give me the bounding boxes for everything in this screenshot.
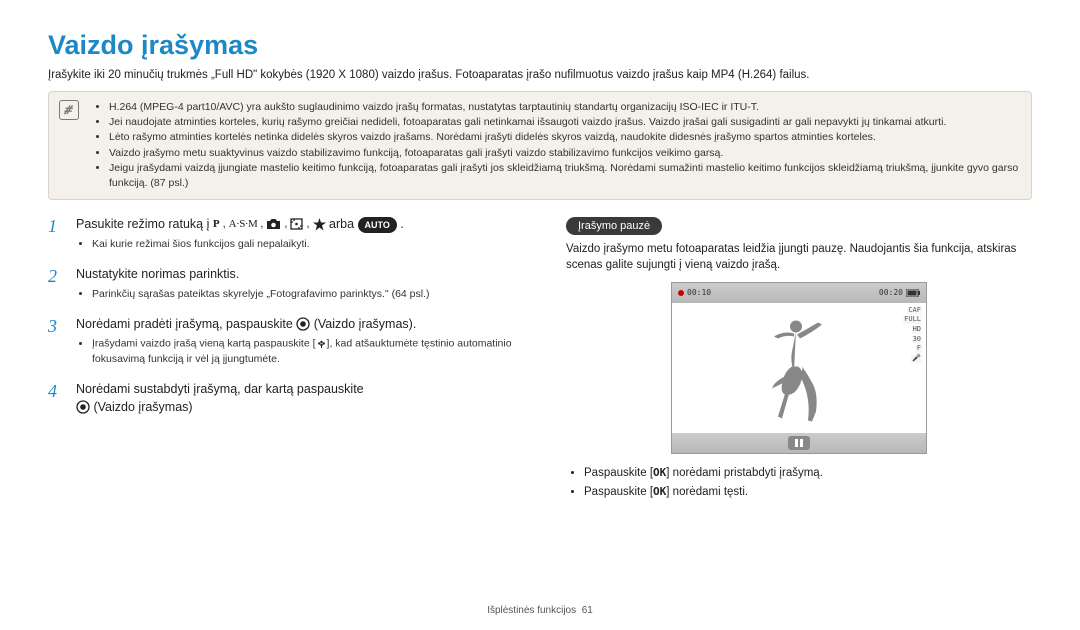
step-sub: Kai kurie režimai šios funkcijos gali ne…	[92, 237, 538, 252]
badge: HD	[912, 326, 922, 334]
footer-page: 61	[582, 605, 593, 616]
pause-button-icon	[788, 436, 810, 450]
battery-icon	[906, 289, 920, 297]
page-title: Vaizdo įrašymas	[48, 30, 1032, 61]
step-text: Norėdami pradėti įrašymą, paspauskite (V…	[76, 316, 538, 334]
ok-key: OK	[653, 483, 666, 502]
screen-bottombar	[672, 433, 926, 453]
note-item: Jeigu įrašydami vaizdą įjungiate masteli…	[109, 161, 1019, 191]
step-text: Pasukite režimo ratuką į P, A·S·M, , , a…	[76, 216, 538, 234]
step-text-part: Norėdami sustabdyti įrašymą, dar kartą p…	[76, 382, 364, 396]
star-icon	[313, 217, 326, 232]
step-sub: Parinkčių sąrašas pateiktas skyrelyje „F…	[92, 287, 538, 302]
mode-icons: P, A·S·M, , ,	[213, 217, 326, 232]
note-box: H.264 (MPEG-4 part10/AVC) yra aukšto sug…	[48, 91, 1032, 200]
step-text-part: (Vaizdo įrašymas)	[93, 400, 192, 414]
pause-label: Įrašymo pauzė	[566, 217, 662, 235]
ok-key: OK	[653, 464, 666, 483]
badge: 30	[912, 336, 922, 344]
screen-topbar: 00:10 00:20	[672, 283, 926, 303]
step-text-part: Norėdami pradėti įrašymą, paspauskite	[76, 317, 296, 331]
page-footer: Išplėstinės funkcijos 61	[0, 605, 1080, 616]
step-text-part: arba	[329, 217, 358, 231]
action-item: Paspauskite [OK] norėdami pristabdyti įr…	[584, 464, 1032, 484]
frame-icon	[290, 217, 303, 232]
action-text: Paspauskite [	[584, 486, 653, 498]
intro-text: Įrašykite iki 20 minučių trukmės „Full H…	[48, 69, 1032, 81]
rec-dot-icon	[678, 290, 684, 296]
step-text: Nustatykite norimas parinktis.	[76, 266, 538, 284]
step-sub-part: Įrašydami vaizdo įrašą vieną kartą paspa…	[92, 338, 316, 350]
action-text: ] norėdami pristabdyti įrašymą.	[666, 467, 823, 479]
caf-badge: CAF	[907, 307, 922, 315]
note-item: Lėto rašymo atminties kortelės netinka d…	[109, 130, 1019, 145]
step-text: Norėdami sustabdyti įrašymą, dar kartą p…	[76, 381, 538, 416]
flower-icon	[316, 336, 327, 351]
note-item: Jei naudojate atminties korteles, kurių …	[109, 115, 1019, 130]
steps-column: 1 Pasukite režimo ratuką į P, A·S·M, , ,…	[48, 216, 538, 502]
note-icon	[59, 100, 79, 120]
right-column: Įrašymo pauzė Vaizdo įrašymo metu fotoap…	[566, 216, 1032, 502]
record-icon	[296, 316, 310, 334]
step-text-part: .	[400, 217, 403, 231]
mic-icon: 🎤	[911, 355, 922, 363]
pause-desc: Vaizdo įrašymo metu fotoaparatas leidžia…	[566, 241, 1032, 273]
step-number: 3	[48, 316, 66, 337]
step-number: 1	[48, 216, 66, 237]
badge: F	[916, 345, 922, 353]
step-number: 4	[48, 381, 66, 402]
auto-pill: AUTO	[358, 217, 397, 233]
footer-text: Išplėstinės funkcijos	[487, 605, 576, 616]
action-item: Paspauskite [OK] norėdami tęsti.	[584, 483, 1032, 503]
screen-badges: CAF FULL HD 30 F 🎤	[903, 307, 922, 363]
note-item: H.264 (MPEG-4 part10/AVC) yra aukšto sug…	[109, 100, 1019, 115]
action-text: ] norėdami tęsti.	[666, 486, 748, 498]
record-icon	[76, 399, 90, 417]
note-item: Vaizdo įrašymo metu suaktyvinus vaizdo s…	[109, 146, 1019, 161]
step-text-part: (Vaizdo įrašymas).	[314, 317, 417, 331]
badge: FULL	[903, 316, 922, 324]
time-remaining: 00:20	[879, 288, 903, 297]
camera-icon	[266, 217, 281, 232]
step-sub: Įrašydami vaizdo įrašą vieną kartą paspa…	[92, 336, 538, 367]
action-text: Paspauskite [	[584, 467, 653, 479]
step-number: 2	[48, 266, 66, 287]
dancer-silhouette	[764, 317, 834, 432]
screen-preview: 00:10 00:20 CAF FULL HD 30 F 🎤	[671, 282, 927, 454]
time-elapsed: 00:10	[687, 288, 711, 297]
step-text-part: Pasukite režimo ratuką į	[76, 217, 213, 231]
